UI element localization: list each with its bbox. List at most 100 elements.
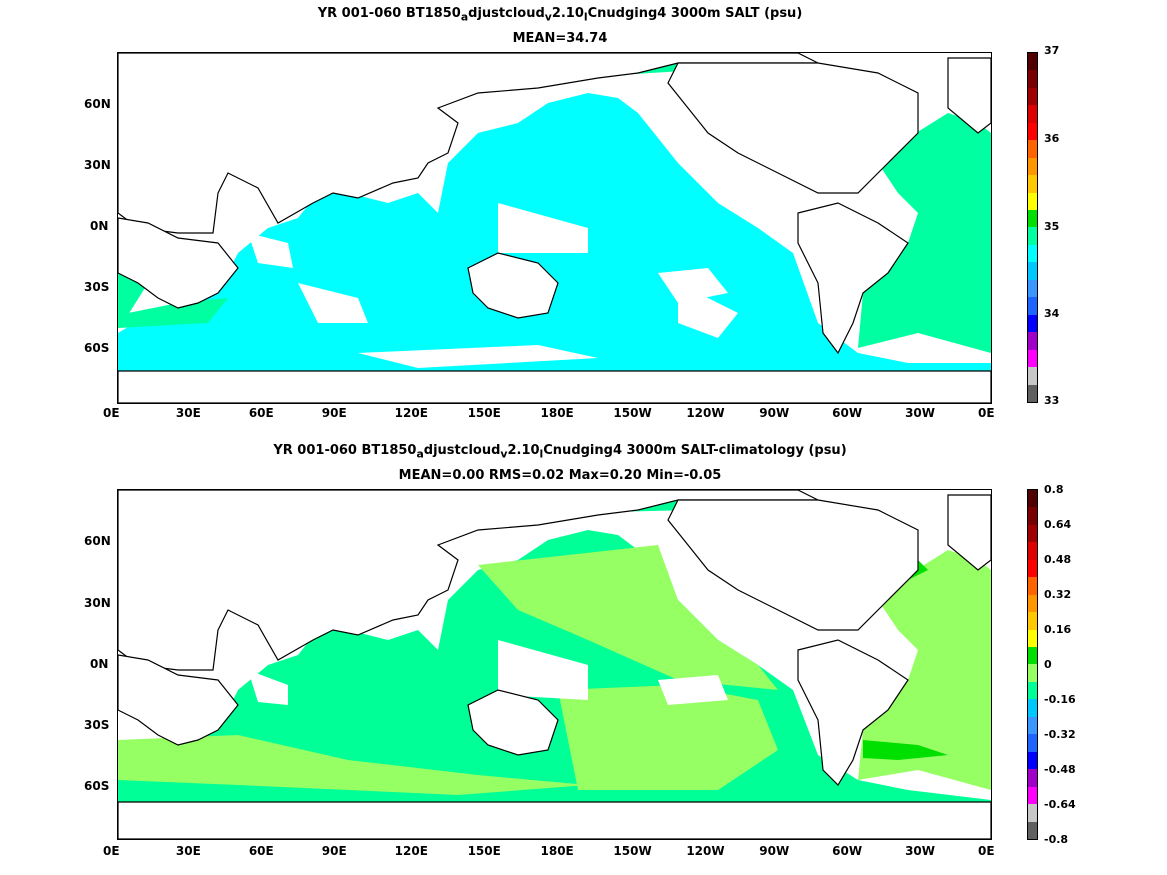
colorbar-segment xyxy=(1028,175,1037,193)
panel1-map xyxy=(117,52,992,404)
panel1-ylabel: 60N xyxy=(84,97,111,111)
panel2-ylabel: 0N xyxy=(90,657,109,671)
colorbar-segment xyxy=(1028,542,1037,560)
colorbar-segment xyxy=(1028,210,1037,228)
panel2-xlabel: 90W xyxy=(759,844,790,858)
colorbar-segment xyxy=(1028,332,1037,350)
colorbar-segment xyxy=(1028,384,1037,402)
colorbar-segment xyxy=(1028,70,1037,88)
colorbar-segment xyxy=(1028,577,1037,595)
panel2-colorbar-label: -0.48 xyxy=(1044,763,1076,776)
panel2-colorbar-label: 0.32 xyxy=(1044,588,1072,601)
panel1-ylabel: 30S xyxy=(84,280,110,294)
panel2-africa xyxy=(118,654,239,746)
panel2-xlabel: 120W xyxy=(686,844,725,858)
panel1-xlabel: 90W xyxy=(759,406,790,420)
panel1-southern-green xyxy=(118,298,228,328)
panel1-south-america xyxy=(797,202,909,355)
panel1-xlabel: 0E xyxy=(978,406,995,420)
panel1-ylabel: 0N xyxy=(90,219,109,233)
colorbar-segment xyxy=(1028,716,1037,735)
colorbar-segment xyxy=(1028,821,1037,839)
colorbar-segment xyxy=(1028,507,1037,525)
panel1-north-america xyxy=(667,62,919,194)
colorbar-segment xyxy=(1028,786,1037,805)
colorbar-segment xyxy=(1028,227,1037,245)
panel1-eurasia xyxy=(118,53,819,234)
panel1-colorbar-label: 36 xyxy=(1044,132,1060,145)
colorbar-segment xyxy=(1028,349,1037,368)
colorbar-segment xyxy=(1028,559,1037,578)
panel2-white-patch xyxy=(658,675,728,705)
colorbar-segment xyxy=(1028,769,1037,787)
panel1-greenland xyxy=(947,57,991,134)
colorbar-segment xyxy=(1028,140,1037,158)
panel2-ylabel: 30S xyxy=(84,718,110,732)
panel1-australia xyxy=(467,252,559,319)
panel2-colorbar-label: 0.48 xyxy=(1044,553,1072,566)
panel2-colorbar-label: 0.16 xyxy=(1044,623,1072,636)
panel2-colorbar-label: 0.8 xyxy=(1044,483,1064,496)
panel2-colorbar-label: -0.8 xyxy=(1044,833,1069,846)
colorbar-segment xyxy=(1028,664,1037,682)
colorbar-segment xyxy=(1028,87,1037,106)
panel1-xlabel: 60W xyxy=(832,406,863,420)
panel2-colorbar-label: -0.16 xyxy=(1044,693,1076,706)
panel2-xlabel: 90E xyxy=(321,844,347,858)
colorbar-segment xyxy=(1028,681,1037,700)
colorbar-segment xyxy=(1028,105,1037,123)
panel1-white-patch xyxy=(358,345,598,368)
panel1-ylabel: 30N xyxy=(84,158,111,172)
panel1-xlabel: 150W xyxy=(613,406,652,420)
colorbar-segment xyxy=(1028,594,1037,613)
panel1-white-patch xyxy=(248,233,293,268)
panel2-xlabel: 30E xyxy=(175,844,201,858)
colorbar-segment xyxy=(1028,699,1037,717)
panel2-colorbar-label: 0.64 xyxy=(1044,518,1072,531)
panel2-ylabel: 60N xyxy=(84,534,111,548)
panel2-north-america xyxy=(667,499,919,631)
colorbar-segment xyxy=(1028,297,1037,315)
panel2-australia xyxy=(467,689,559,756)
panel2-continents xyxy=(118,490,991,839)
panel2-xlabel: 150W xyxy=(613,844,652,858)
panel1-colorbar xyxy=(1027,52,1038,403)
colorbar-segment xyxy=(1028,244,1037,263)
panel1-stats: MEAN=34.74 xyxy=(512,31,608,46)
panel1-antarctica xyxy=(118,370,991,403)
colorbar-segment xyxy=(1028,314,1037,333)
panel2-antarctica xyxy=(118,801,991,839)
panel1-ylabel: 60S xyxy=(84,341,110,355)
panel2-pacific-lightgreen xyxy=(558,685,778,790)
panel2-white-patch xyxy=(248,670,288,705)
panel1-xlabel: 60E xyxy=(248,406,274,420)
panel2-xlabel: 0E xyxy=(978,844,995,858)
panel2-colorbar-label: 0 xyxy=(1044,658,1052,671)
colorbar-segment xyxy=(1028,734,1037,752)
panel2-title: YR 001-060 BT1850adjustcloudv2.10lCnudgi… xyxy=(273,443,847,461)
panel2-white-patch xyxy=(498,640,588,700)
panel2-xlabel: 0E xyxy=(103,844,120,858)
colorbar-segment xyxy=(1028,279,1037,298)
panel2-xlabel: 120E xyxy=(394,844,428,858)
colorbar-segment xyxy=(1028,262,1037,280)
panel1-xlabel: 0E xyxy=(103,406,120,420)
panel1-xlabel: 150E xyxy=(467,406,501,420)
panel2-xlabel: 180E xyxy=(540,844,574,858)
panel2-greenland xyxy=(947,494,991,571)
colorbar-segment xyxy=(1028,192,1037,211)
panel2-pacific-lightgreen xyxy=(478,545,778,690)
panel2-xlabel: 30W xyxy=(905,844,936,858)
colorbar-segment xyxy=(1028,612,1037,630)
panel2-stats: MEAN=0.00 RMS=0.02 Max=0.20 Min=-0.05 xyxy=(398,468,722,483)
colorbar-segment xyxy=(1028,629,1037,648)
panel1-xlabel: 120W xyxy=(686,406,725,420)
panel2-map xyxy=(117,489,992,840)
panel2-atlantic-field xyxy=(858,550,991,790)
colorbar-segment xyxy=(1028,489,1037,508)
panel1-continents xyxy=(118,53,991,403)
panel1-colorbar-label: 35 xyxy=(1044,220,1060,233)
colorbar-segment xyxy=(1028,647,1037,665)
colorbar-segment xyxy=(1028,367,1037,385)
panel2-xlabel: 150E xyxy=(467,844,501,858)
